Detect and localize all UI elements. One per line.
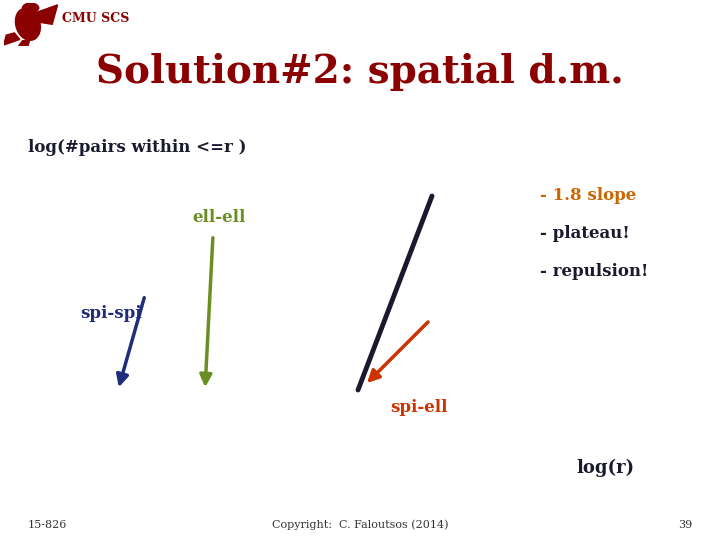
Text: log(#pairs within <=r ): log(#pairs within <=r ) [28, 139, 246, 157]
Text: - repulsion!: - repulsion! [540, 262, 649, 280]
Ellipse shape [22, 3, 39, 12]
Text: 39: 39 [678, 520, 692, 530]
Text: CMU SCS: CMU SCS [62, 11, 130, 24]
Text: spi-spi: spi-spi [80, 305, 142, 321]
Text: 15-826: 15-826 [28, 520, 68, 530]
Text: spi-ell: spi-ell [390, 400, 448, 416]
Text: Solution#2: spatial d.m.: Solution#2: spatial d.m. [96, 53, 624, 91]
Text: log(r): log(r) [576, 459, 634, 477]
Polygon shape [33, 5, 58, 24]
Ellipse shape [15, 8, 40, 40]
Text: Copyright:  C. Faloutsos (2014): Copyright: C. Faloutsos (2014) [271, 519, 449, 530]
Text: - 1.8 slope: - 1.8 slope [540, 186, 636, 204]
Text: ell-ell: ell-ell [192, 210, 246, 226]
Text: - plateau!: - plateau! [540, 225, 630, 241]
Polygon shape [19, 40, 30, 46]
Polygon shape [4, 33, 20, 45]
